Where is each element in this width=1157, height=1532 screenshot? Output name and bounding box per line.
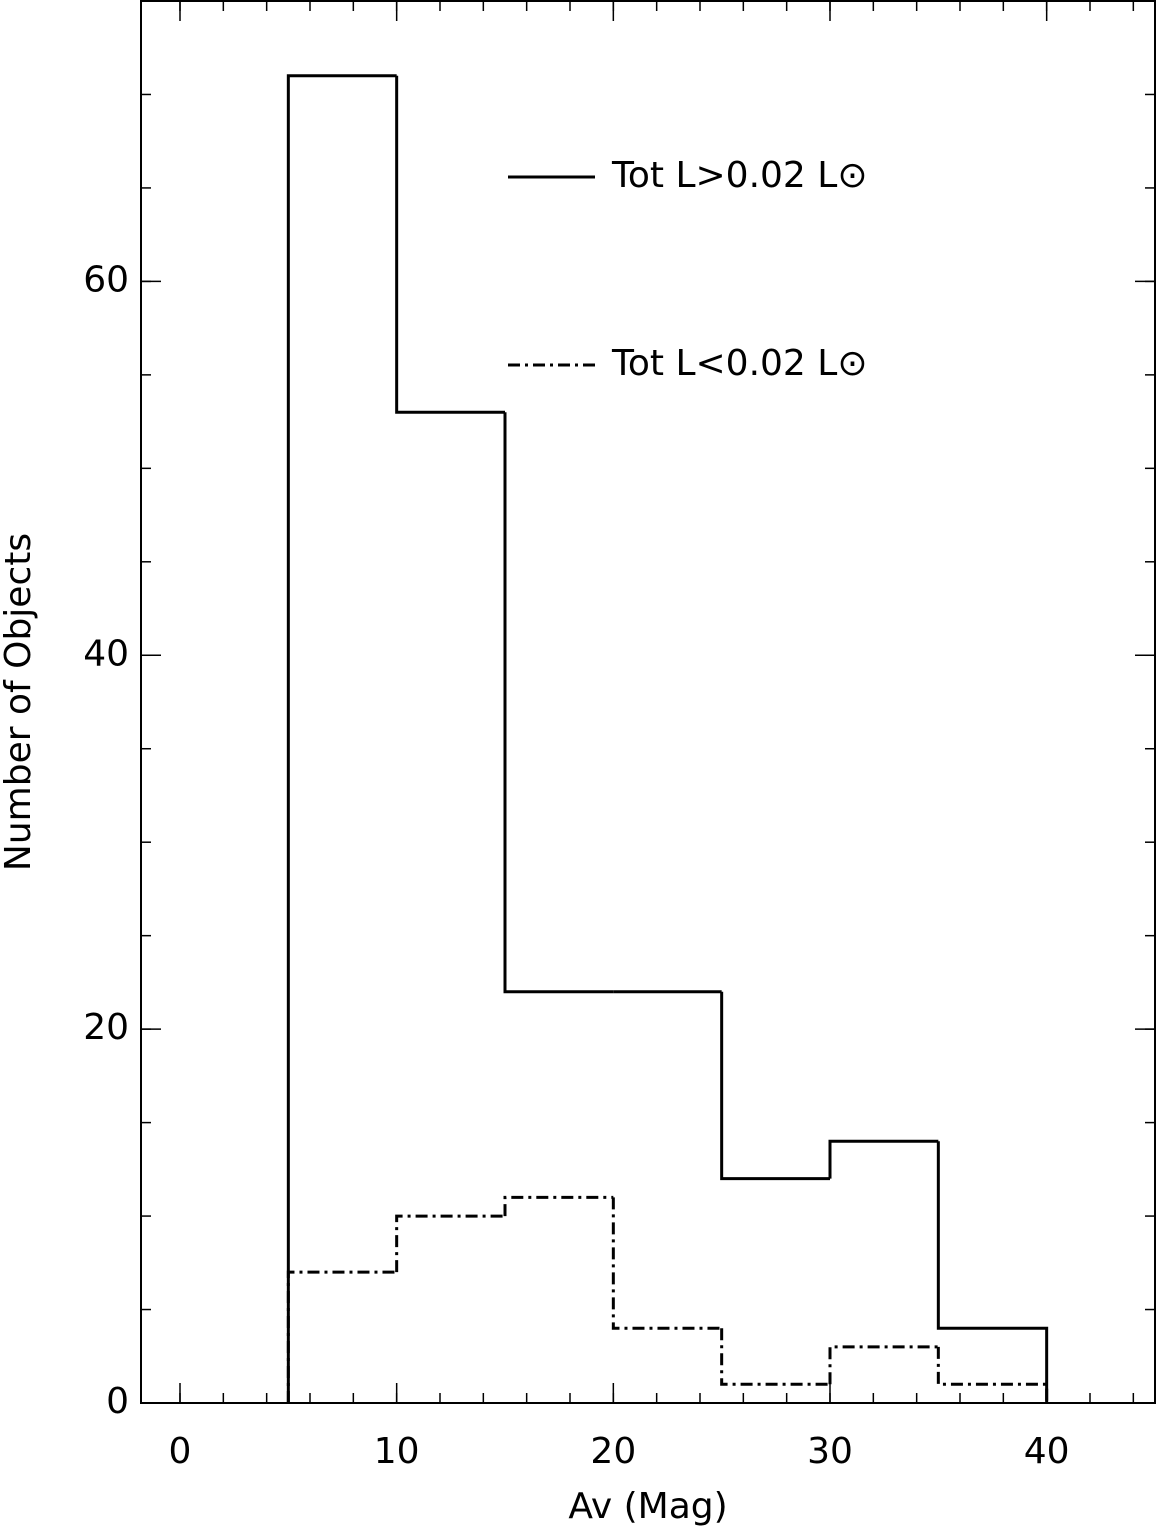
x-tick-label: 20 — [590, 1431, 636, 1472]
histogram-bin — [503, 412, 614, 994]
x-tick-label: 40 — [1024, 1431, 1070, 1472]
histogram-bin — [611, 1197, 722, 1330]
y-axis-label: Number of Objects — [0, 533, 39, 871]
histogram-bin — [503, 1195, 614, 1217]
x-tick-label: 30 — [807, 1431, 853, 1472]
histogram-bin — [828, 1139, 939, 1179]
x-axis-label: Av (Mag) — [568, 1486, 727, 1527]
y-tick-label: 0 — [106, 1381, 129, 1422]
histogram-bin — [395, 1214, 505, 1273]
legend-label: Tot L<0.02 L⊙ — [611, 343, 868, 384]
histogram-bin — [936, 1346, 1049, 1403]
histogram-bin — [286, 1270, 397, 1403]
legend-label: Tot L>0.02 L⊙ — [611, 155, 868, 196]
histogram-bin — [286, 74, 397, 1403]
histogram-bin — [828, 1345, 939, 1385]
plot-frame — [140, 0, 1156, 1404]
histogram-bin — [720, 991, 830, 1181]
y-tick-label: 60 — [83, 259, 129, 300]
histogram-bin — [720, 1328, 830, 1386]
y-tick-label: 40 — [83, 633, 129, 674]
y-tick-label: 20 — [83, 1007, 129, 1048]
histogram-bin — [936, 1141, 1049, 1403]
histogram-bin — [395, 75, 505, 414]
x-tick-label: 10 — [374, 1431, 420, 1472]
x-tick-label: 0 — [169, 1431, 192, 1472]
